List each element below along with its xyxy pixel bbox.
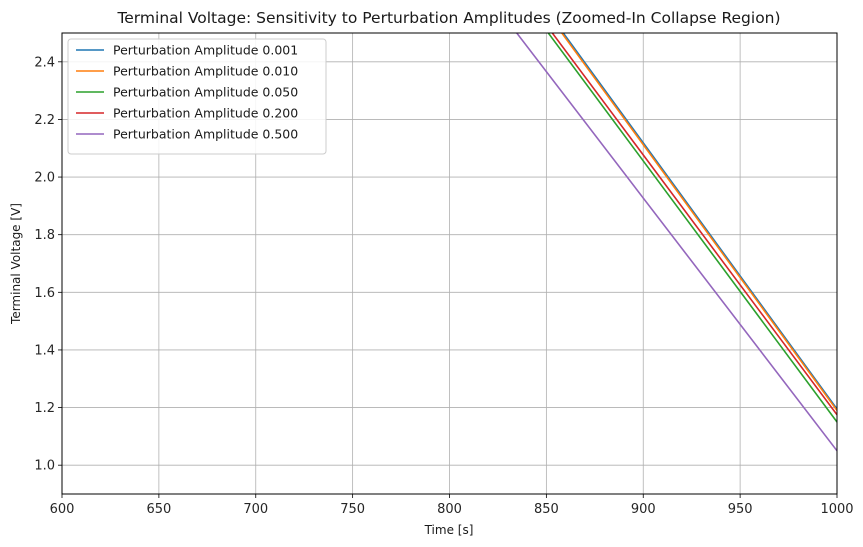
x-tick-label: 800 — [437, 502, 462, 517]
series-line — [562, 33, 837, 410]
y-tick-label: 2.4 — [34, 55, 55, 70]
series-line — [547, 33, 837, 423]
x-tick-label: 700 — [243, 502, 268, 517]
y-tick-label: 1.6 — [34, 286, 55, 301]
x-tick-label: 850 — [534, 502, 559, 517]
legend-box — [67, 38, 327, 155]
chart-title: Terminal Voltage: Sensitivity to Perturb… — [116, 9, 780, 27]
legend: Perturbation Amplitude 0.001 Perturbation… — [67, 38, 327, 155]
grid — [61, 33, 838, 494]
legend-label: Perturbation Amplitude 0.010 — [113, 64, 298, 79]
legend-label: Perturbation Amplitude 0.050 — [113, 85, 298, 100]
y-tick-label: 1.8 — [34, 228, 55, 243]
y-tick-label: 1.4 — [34, 343, 55, 358]
series-line — [551, 33, 837, 416]
y-tick-label: 1.0 — [34, 459, 55, 474]
x-tick-label: 950 — [728, 502, 753, 517]
x-tick-label: 600 — [50, 502, 75, 517]
series-layer — [515, 33, 837, 452]
x-axis-title: Time [s] — [424, 523, 474, 537]
y-tick-label: 2.2 — [34, 113, 55, 128]
legend-label: Perturbation Amplitude 0.001 — [113, 43, 298, 58]
x-tick-label: 650 — [146, 502, 171, 517]
series-line — [560, 33, 837, 411]
x-tick-label: 900 — [631, 502, 656, 517]
y-tick-label: 2.0 — [34, 171, 55, 186]
x-tick-label: 750 — [340, 502, 365, 517]
series-line — [515, 33, 837, 452]
ticks: 600 650 700 750 800 850 900 950 1000 1.0 1.2 1.4 1.6… — [34, 55, 853, 517]
x-tick-label: 1000 — [820, 502, 853, 517]
legend-label: Perturbation Amplitude 0.200 — [113, 106, 298, 121]
y-tick-label: 1.2 — [34, 401, 55, 416]
y-axis-title: Terminal Voltage [V] — [9, 203, 23, 325]
legend-label: Perturbation Amplitude 0.500 — [113, 127, 298, 142]
